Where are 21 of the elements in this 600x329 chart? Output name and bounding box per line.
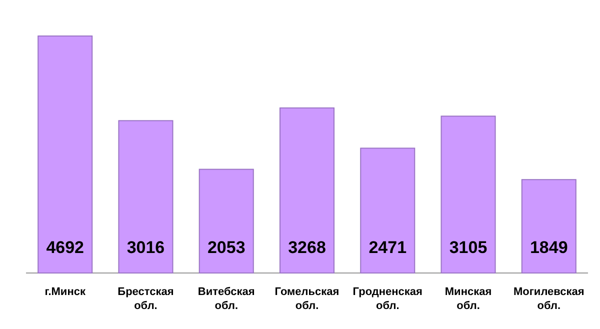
data-label: 1849 <box>530 238 568 257</box>
x-tick-label: Гомельская обл. <box>274 286 340 312</box>
bar <box>440 116 496 274</box>
data-label: 4692 <box>46 238 84 257</box>
x-tick-label: Гродненская обл. <box>352 286 422 312</box>
data-label: 2471 <box>368 238 407 257</box>
x-tick-label: Витебская обл. <box>198 286 255 312</box>
x-tick-label: Могилевская обл. <box>513 286 584 312</box>
x-tick-label: Брестская обл. <box>118 286 174 312</box>
bar <box>360 148 416 274</box>
x-tick-label: г.Минск <box>44 286 86 298</box>
data-label: 3105 <box>449 238 488 257</box>
bar <box>198 168 254 274</box>
bar <box>521 179 576 274</box>
data-label: 2053 <box>207 238 246 257</box>
x-tick-label: Минская обл. <box>444 286 492 312</box>
bar <box>279 107 335 274</box>
bar <box>38 36 93 274</box>
data-label: 3016 <box>126 238 165 257</box>
bar <box>118 120 174 274</box>
data-label: 3268 <box>288 238 326 257</box>
